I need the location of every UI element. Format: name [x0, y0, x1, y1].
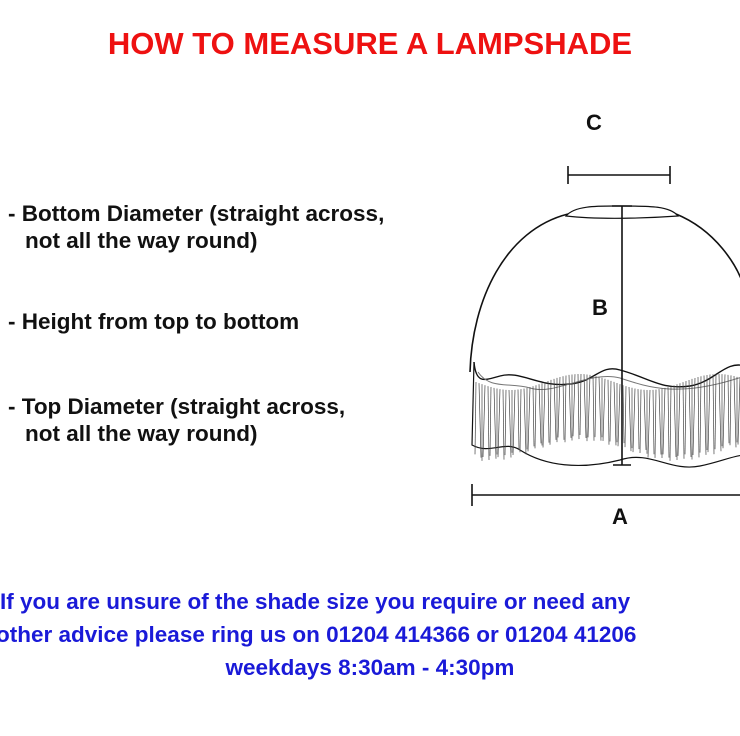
page-title: HOW TO MEASURE A LAMPSHADE [107, 26, 633, 61]
fringe-strand [632, 388, 636, 453]
fringe-strand [622, 385, 625, 444]
fringe-strand [654, 389, 657, 458]
fringe-strand [707, 374, 711, 453]
fringe-strand [557, 376, 561, 438]
fringe-strand [478, 383, 482, 458]
fringe-strand [643, 389, 647, 450]
fringe-strand [487, 386, 490, 461]
fringe-strand [532, 386, 535, 447]
fringe-strand [647, 389, 651, 458]
footer-line-3: weekdays 8:30am - 4:30pm [225, 655, 515, 680]
fringe-strand [688, 379, 692, 458]
fringe-strand [553, 378, 557, 440]
instruction-line: - Top Diameter (straight across, [8, 394, 346, 419]
instruction-top-diameter: - Top Diameter (straight across, not all… [8, 393, 345, 447]
fringe-strand [474, 381, 477, 455]
fringe-strand [497, 389, 501, 458]
fringe-strand [519, 389, 522, 453]
fringe-strand [658, 389, 662, 455]
fringe-strand [617, 384, 621, 447]
fringe-strand [527, 387, 531, 452]
instruction-bottom-diameter: - Bottom Diameter (straight across, not … [8, 200, 384, 254]
fringe-strand [489, 387, 492, 456]
label-c: C [586, 110, 602, 135]
instruction-line: not all the way round) [25, 228, 258, 253]
fringe-strand [662, 387, 666, 455]
fringe-strand [579, 374, 582, 436]
fringe-strand [502, 389, 505, 460]
label-a: A [612, 504, 628, 529]
fringe-strand [594, 376, 597, 438]
fringe-strand [712, 374, 715, 455]
fringe-strand [547, 380, 550, 443]
fringe-strand [587, 374, 591, 438]
fringe-strand [523, 388, 527, 455]
fringe-texture [474, 374, 740, 461]
fringe-strand [722, 374, 726, 449]
fringe-strand [699, 376, 702, 453]
fringe-strand [703, 375, 707, 455]
footer-line-2: other advice please ring us on 01204 414… [0, 622, 637, 647]
fringe-strand [564, 375, 567, 443]
shade-outline [469, 213, 740, 373]
fringe-strand [549, 379, 552, 445]
fringe-strand [562, 376, 565, 440]
fringe-strand [682, 382, 685, 459]
fringe-strand [637, 389, 640, 450]
fringe-strand [607, 379, 610, 445]
fringe-strand [517, 389, 520, 451]
label-b: B [592, 295, 608, 320]
fringe-strand [602, 378, 606, 441]
fringe-strand [714, 374, 717, 450]
fringe-strand [628, 386, 632, 452]
fringe-strand [493, 387, 497, 459]
instruction-line: - Height from top to bottom [8, 309, 300, 334]
footer-line-1: If you are unsure of the shade size you … [0, 589, 631, 614]
fringe-strand [677, 383, 681, 456]
fringe-strand [609, 380, 612, 442]
fringe-strand [727, 374, 730, 444]
fringe-strand [729, 375, 732, 446]
fringe-strand [508, 389, 512, 458]
fringe-strand [598, 376, 602, 441]
fringe-strand [534, 385, 537, 449]
fringe-strand [568, 374, 572, 438]
fringe-strand [538, 384, 542, 444]
fringe-strand [572, 374, 576, 437]
fringe-strand [504, 389, 507, 456]
fringe-strand [697, 377, 700, 458]
fringe-strand [684, 381, 687, 455]
fringe-strand [592, 375, 595, 441]
instruction-height: - Height from top to bottom [8, 308, 299, 335]
fringe-strand [482, 385, 486, 457]
fringe-strand [542, 382, 546, 448]
fringe-strand [512, 389, 516, 455]
fringe-strand [673, 385, 677, 457]
fringe-strand [667, 387, 670, 458]
fringe-strand [577, 374, 580, 440]
fringe-strand [652, 389, 655, 455]
fringe-strand [669, 386, 672, 461]
fringe-strand [639, 389, 642, 454]
fringe-strand [583, 374, 587, 439]
fringe-strand [692, 377, 696, 455]
fringe-strand [733, 376, 737, 448]
instruction-line: not all the way round) [25, 421, 258, 446]
fringe-strand [624, 386, 627, 448]
instruction-line: - Bottom Diameter (straight across, [8, 201, 385, 226]
fringe-strand [718, 374, 722, 452]
fringe-strand [613, 381, 617, 446]
